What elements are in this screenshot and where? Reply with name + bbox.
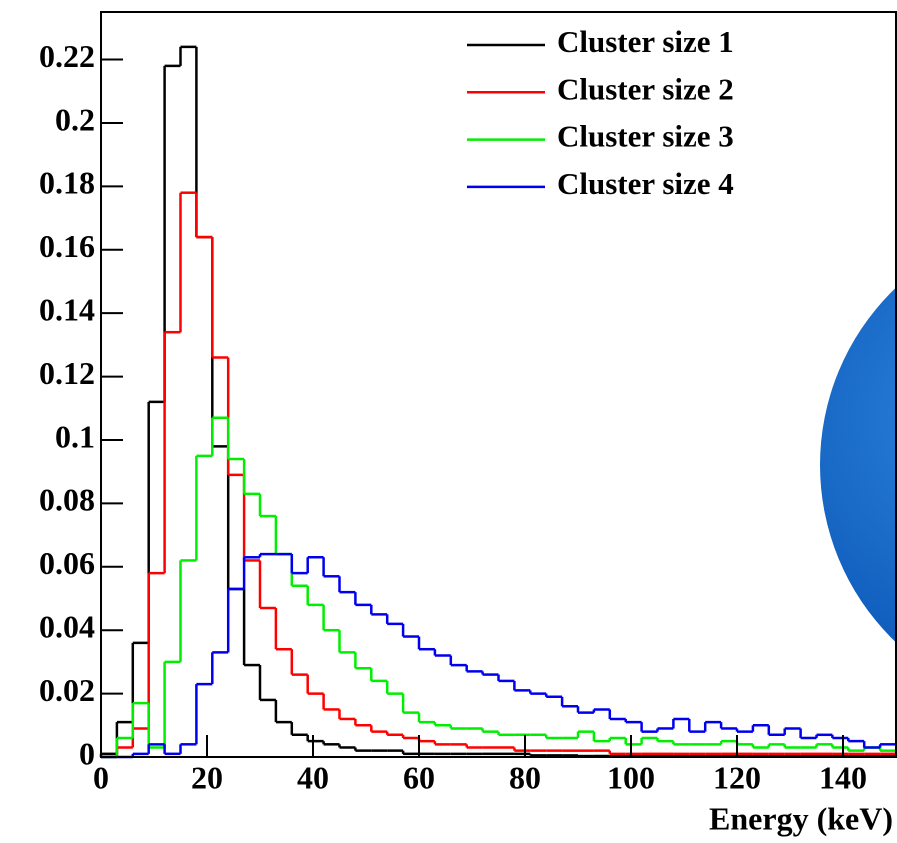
- background-globe: [820, 287, 896, 643]
- y-tick-label: 0.16: [39, 228, 95, 264]
- y-tick-label: 0.12: [39, 355, 95, 391]
- legend-box: [440, 14, 895, 214]
- x-axis-label: Energy (keV): [709, 800, 893, 836]
- y-tick-label: 0.14: [39, 292, 95, 328]
- legend-label: Cluster size 2: [557, 71, 734, 106]
- x-tick-label: 80: [509, 759, 541, 795]
- frame: [100, 11, 897, 758]
- y-tick-label: 0.08: [39, 482, 95, 518]
- legend-label: Cluster size 3: [557, 119, 734, 154]
- globe-image: [820, 287, 896, 643]
- y-tick-label: 0.18: [39, 165, 95, 201]
- y-tick-label: 0.2: [55, 101, 95, 137]
- y-tick-label: 0.02: [39, 672, 95, 708]
- legend-label: Cluster size 4: [557, 166, 734, 201]
- y-tick-label: 0.06: [39, 545, 95, 581]
- x-tick-label: 0: [93, 759, 109, 795]
- x-tick-label: 60: [403, 759, 435, 795]
- x-tick-label: 20: [191, 759, 223, 795]
- x-tick-label: 40: [297, 759, 329, 795]
- plot-area: [99, 45, 896, 759]
- y-tick-label: 0.1: [55, 418, 95, 454]
- y-tick-label: 0.22: [39, 38, 95, 74]
- y-tick-label: 0.04: [39, 609, 95, 645]
- x-tick-label: 140: [819, 759, 867, 795]
- y-tick-label: 0: [79, 735, 95, 771]
- legend-label: Cluster size 1: [557, 24, 734, 59]
- x-tick-label: 100: [607, 759, 655, 795]
- x-tick-label: 120: [713, 759, 761, 795]
